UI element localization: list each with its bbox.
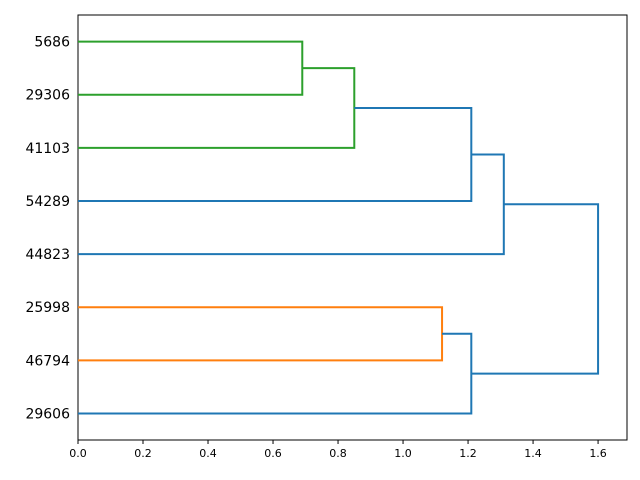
leaf-label: 54289	[25, 194, 70, 210]
leaf-label: 41103	[25, 141, 70, 157]
leaf-label: 25998	[25, 300, 70, 316]
x-tick-label: 0.4	[199, 447, 217, 460]
dendrogram-link	[78, 153, 505, 256]
leaf-label: 29306	[25, 88, 70, 104]
plot-border	[77, 14, 628, 441]
dendrogram-link	[78, 67, 356, 149]
leaf-label: 44823	[25, 247, 70, 263]
x-tick-label: 1.0	[394, 447, 412, 460]
x-tick-label: 1.4	[524, 447, 542, 460]
x-tick-label: 0.2	[134, 447, 152, 460]
x-tick-label: 0.6	[264, 447, 282, 460]
dendrogram-link	[471, 203, 600, 375]
dendrogram-link	[78, 306, 444, 362]
leaf-label: 5686	[34, 35, 70, 51]
x-tick-label: 1.2	[459, 447, 477, 460]
x-tick-label: 0.0	[69, 447, 87, 460]
dendrogram-link	[78, 40, 304, 96]
dendrogram-link	[78, 332, 473, 415]
x-tick-label: 1.6	[589, 447, 607, 460]
leaf-label: 29606	[25, 406, 70, 422]
dendrogram-link	[78, 106, 473, 202]
leaf-label: 46794	[25, 353, 70, 369]
x-tick-label: 0.8	[329, 447, 347, 460]
